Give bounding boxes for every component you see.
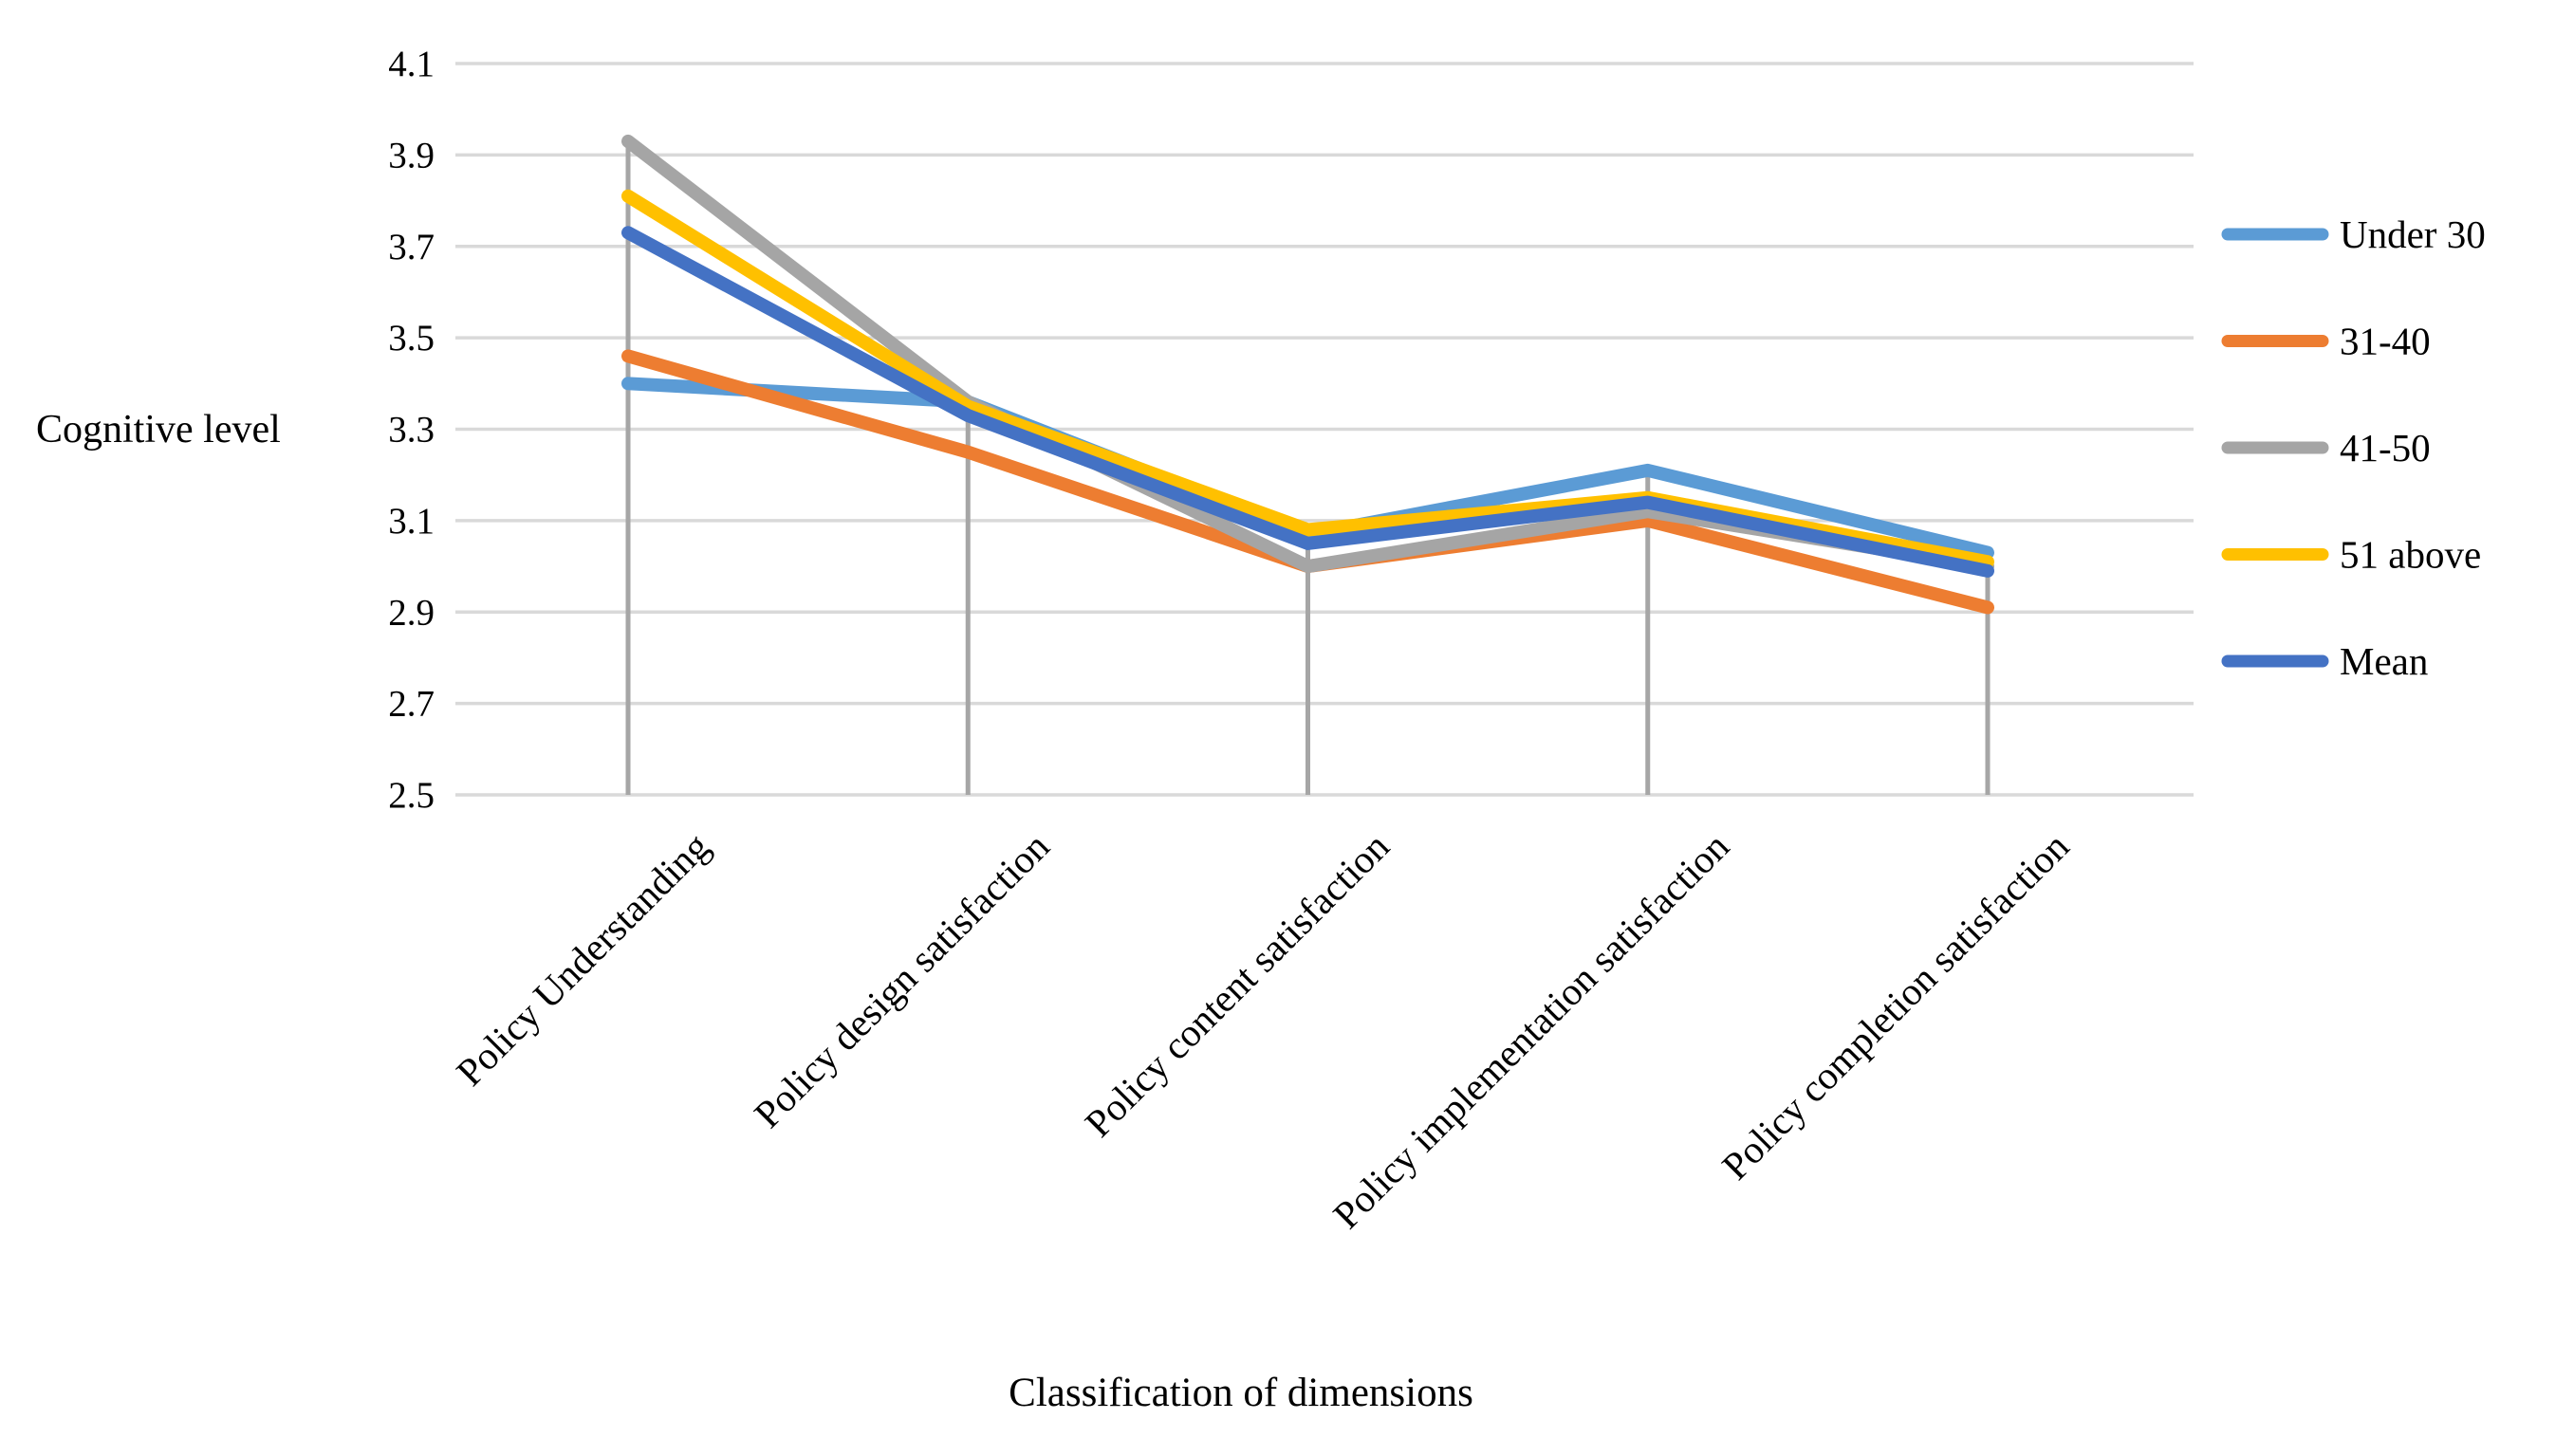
category-droplines <box>625 140 1991 795</box>
legend-label: 51 above <box>2340 533 2481 577</box>
y-tick-label: 3.1 <box>388 501 435 542</box>
y-tick-label: 3.9 <box>388 135 435 175</box>
y-axis-title: Cognitive level <box>36 408 281 452</box>
legend-item: 41-50 <box>2221 426 2431 470</box>
legend-label: Mean <box>2340 639 2428 683</box>
y-tick-label: 2.5 <box>388 775 435 816</box>
legend-item: 31-40 <box>2221 320 2431 363</box>
y-tick-label: 3.5 <box>388 318 435 359</box>
y-tick-label: 3.3 <box>388 410 435 451</box>
category-label: Policy implementation satisfaction <box>1324 824 1737 1237</box>
legend-label: 41-50 <box>2340 426 2431 470</box>
series-lines <box>621 134 1994 615</box>
y-axis-tick-labels: 4.1 3.9 3.7 3.5 3.3 3.1 2.9 2.7 2.5 <box>388 44 435 816</box>
y-tick-label: 3.7 <box>388 227 435 267</box>
legend-label: Under 30 <box>2340 212 2486 256</box>
x-axis-title: Classification of dimensions <box>1009 1371 1473 1415</box>
legend-item: Mean <box>2221 639 2428 683</box>
y-tick-label: 4.1 <box>388 44 435 84</box>
category-label: Policy content satisfaction <box>1076 824 1397 1145</box>
legend-item: 51 above <box>2221 533 2481 577</box>
x-axis-category-labels: Policy Understanding Policy design satisf… <box>448 824 2078 1237</box>
series-line-mean <box>621 226 1994 578</box>
category-label: Policy Understanding <box>448 824 718 1095</box>
gridlines <box>455 62 2194 797</box>
category-label: Policy completion satisfaction <box>1713 824 2078 1189</box>
category-label: Policy design satisfaction <box>746 824 1058 1136</box>
legend: Under 30 31-40 41-50 51 above Mean <box>2221 212 2486 683</box>
legend-label: 31-40 <box>2340 320 2431 363</box>
y-tick-label: 2.9 <box>388 592 435 633</box>
y-tick-label: 2.7 <box>388 684 435 725</box>
legend-item: Under 30 <box>2221 212 2486 256</box>
